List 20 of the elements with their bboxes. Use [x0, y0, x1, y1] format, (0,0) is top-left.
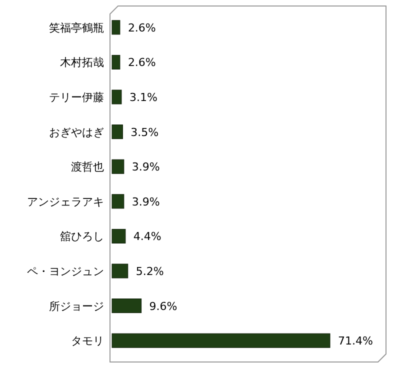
data-label: 71.4%	[338, 334, 373, 348]
data-label: 3.5%	[130, 126, 159, 139]
y-tick-label: 木村拓哉	[60, 56, 104, 70]
y-tick-label: タモリ	[71, 334, 104, 348]
y-tick-label: 笑福亭鶴瓶	[49, 21, 104, 34]
data-label: 2.6%	[128, 56, 156, 70]
data-label: 3.9%	[132, 160, 160, 174]
data-label: 9.6%	[149, 300, 178, 313]
data-label: 4.4%	[133, 230, 162, 244]
y-tick-label: ペ・ヨンジュン	[27, 265, 104, 278]
data-label: 3.9%	[132, 195, 160, 208]
y-tick-label: アンジェラアキ	[27, 195, 104, 208]
data-label: 3.1%	[129, 91, 158, 104]
y-tick-label: 渡哲也	[71, 160, 104, 174]
y-tick-label: 所ジョージ	[49, 300, 104, 313]
data-label: 5.2%	[136, 265, 164, 278]
data-label: 2.6%	[128, 21, 156, 34]
y-tick-label: テリー伊藤	[49, 91, 104, 104]
y-tick-label: おぎやはぎ	[49, 126, 104, 139]
y-tick-label: 舘ひろし	[60, 230, 104, 244]
